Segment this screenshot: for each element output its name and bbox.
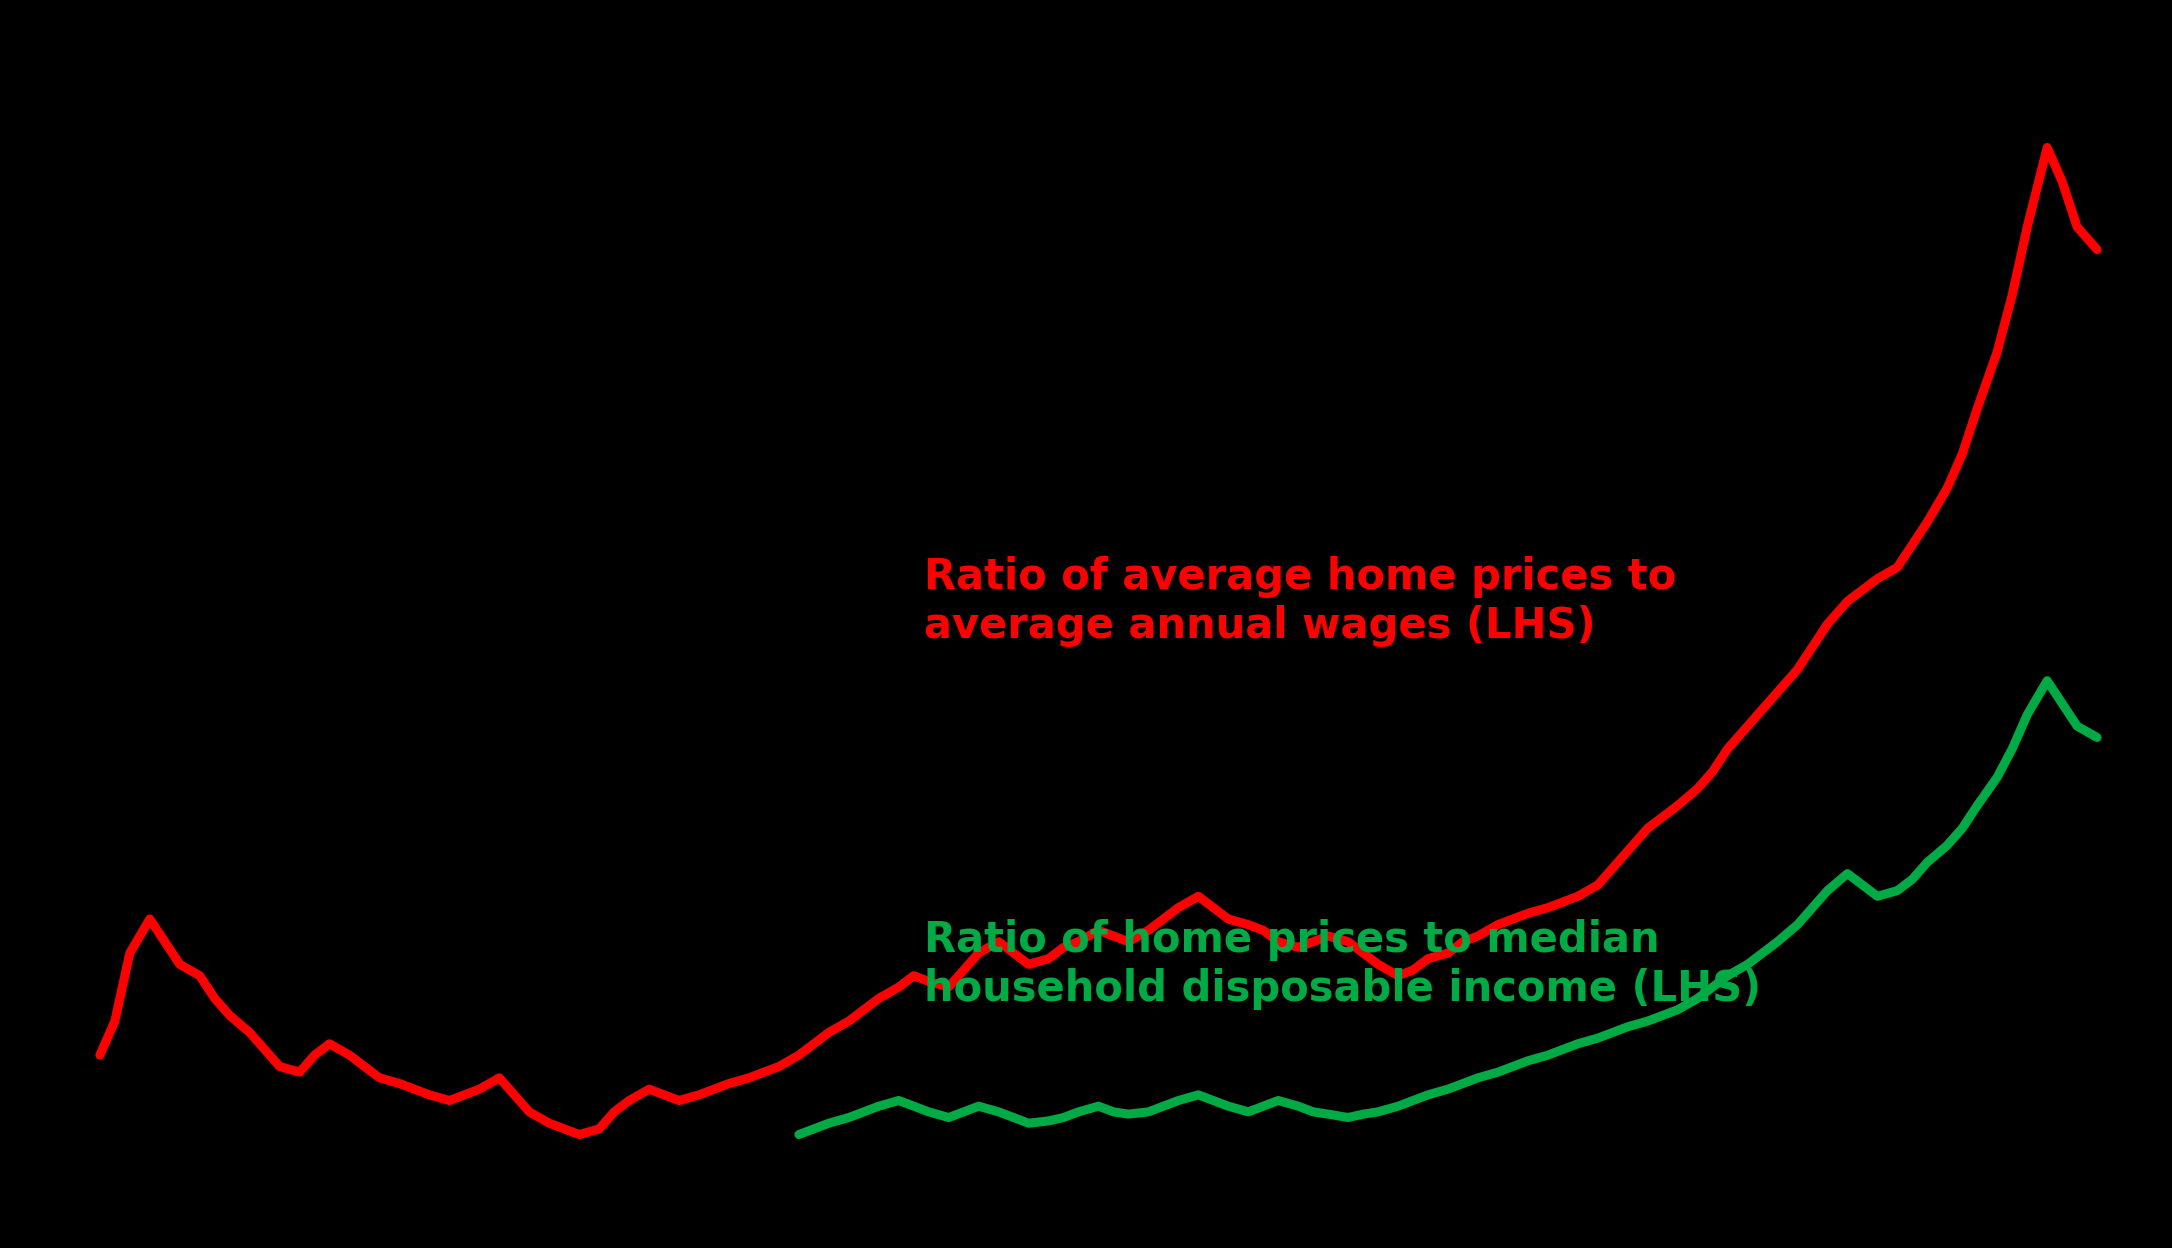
Text: Ratio of home prices to median
household disposable income (LHS): Ratio of home prices to median household…	[923, 919, 1761, 1010]
Text: Ratio of average home prices to
average annual wages (LHS): Ratio of average home prices to average …	[923, 557, 1677, 646]
